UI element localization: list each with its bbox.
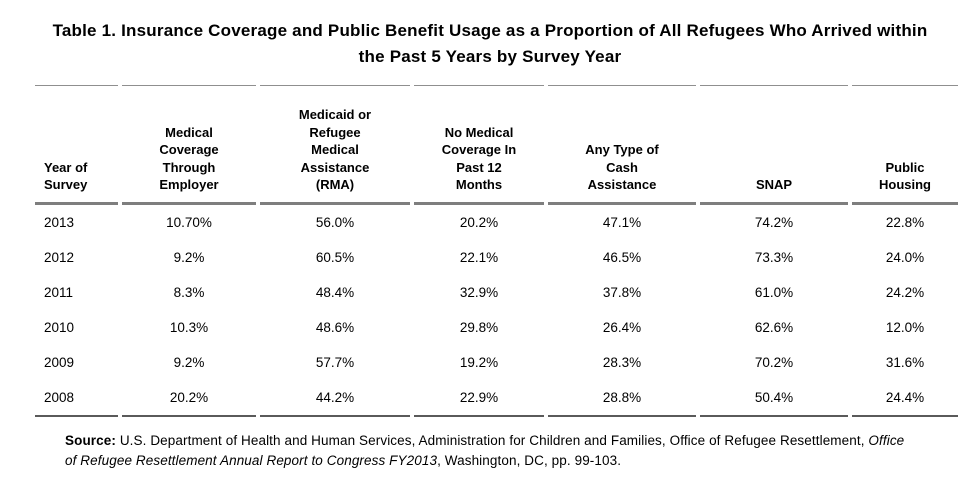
table-cell: 22.8% <box>885 215 925 230</box>
header-label: Year of Survey <box>44 159 88 193</box>
table-cell: 24.0% <box>885 250 925 265</box>
table-row: 2010 10.3% 48.6% 29.8% 26.4% 62.6% 12.0% <box>35 310 958 345</box>
table-cell: 29.8% <box>459 320 499 335</box>
table-cell: 47.1% <box>602 215 642 230</box>
table-cell: 9.2% <box>173 250 205 265</box>
table-cell: 73.3% <box>754 250 794 265</box>
header-label: Medicaid or Refugee Medical Assistance (… <box>298 107 372 193</box>
table-cell: 74.2% <box>754 215 794 230</box>
header-cell-public-housing: Public Housing <box>852 85 958 205</box>
table-title: Table 1. Insurance Coverage and Public B… <box>52 21 928 66</box>
table-cell: 48.6% <box>315 320 355 335</box>
table-cell: 44.2% <box>260 380 410 417</box>
table-cell: 9.2% <box>173 355 205 370</box>
cell-year: 2013 <box>44 215 75 230</box>
table-row: 2012 9.2% 60.5% 22.1% 46.5% 73.3% 24.0% <box>35 240 958 275</box>
table-row: 2009 9.2% 57.7% 19.2% 28.3% 70.2% 31.6% <box>35 345 958 380</box>
source-label: Source: <box>65 433 116 448</box>
table-cell: 60.5% <box>315 250 355 265</box>
table-cell: 22.1% <box>459 250 499 265</box>
source-note: Source: U.S. Department of Health and Hu… <box>65 431 918 472</box>
header-label: Any Type of Cash Assistance <box>585 142 659 193</box>
table-cell: 10.3% <box>169 320 209 335</box>
data-table: Year of Survey Medical Coverage Through … <box>31 85 962 417</box>
document-page: Table 1. Insurance Coverage and Public B… <box>0 18 980 482</box>
source-text-before-italic: U.S. Department of Health and Human Serv… <box>115 433 869 448</box>
table-cell: 12.0% <box>885 320 925 335</box>
table-row: 2008 20.2% 44.2% 22.9% 28.8% 50.4% 24.4% <box>35 380 958 417</box>
table-row: 2013 10.70% 56.0% 20.2% 47.1% 74.2% 22.8… <box>35 205 958 240</box>
source-text-after-italic: , Washington, DC, pp. 99-103. <box>437 453 622 469</box>
table-cell: 37.8% <box>602 285 642 300</box>
header-label: Public Housing <box>879 159 931 193</box>
header-label: SNAP <box>755 177 793 193</box>
table-cell: 22.9% <box>414 380 544 417</box>
table-cell: 62.6% <box>754 320 794 335</box>
header-cell-year-of-survey: Year of Survey <box>35 85 118 205</box>
table-cell: 10.70% <box>166 215 212 230</box>
header-cell-cash-assistance: Any Type of Cash Assistance <box>548 85 696 205</box>
table-cell: 70.2% <box>754 355 794 370</box>
table-cell: 19.2% <box>459 355 499 370</box>
source-report-title: Office of Refugee Resettlement Annual Re… <box>65 433 905 469</box>
table-cell: 48.4% <box>315 285 355 300</box>
table-cell: 8.3% <box>173 285 205 300</box>
table-cell: 20.2% <box>122 380 256 417</box>
header-label: No Medical Coverage In Past 12 Months <box>441 124 517 193</box>
cell-year: 2010 <box>44 320 75 335</box>
table-cell: 50.4% <box>700 380 848 417</box>
header-cell-snap: SNAP <box>700 85 848 205</box>
header-cell-medical-coverage-employer: Medical Coverage Through Employer <box>122 85 256 205</box>
header-cell-no-medical-coverage: No Medical Coverage In Past 12 Months <box>414 85 544 205</box>
cell-year: 2012 <box>44 250 75 265</box>
cell-year: 2008 <box>35 380 118 417</box>
cell-year: 2009 <box>44 355 75 370</box>
header-cell-medicaid-rma: Medicaid or Refugee Medical Assistance (… <box>260 85 410 205</box>
table-cell: 24.4% <box>852 380 958 417</box>
table-cell: 32.9% <box>459 285 499 300</box>
cell-year: 2011 <box>44 285 74 300</box>
header-label: Medical Coverage Through Employer <box>159 124 219 193</box>
table-cell: 61.0% <box>754 285 794 300</box>
table-cell: 56.0% <box>315 215 355 230</box>
table-cell: 26.4% <box>602 320 642 335</box>
table-cell: 57.7% <box>315 355 355 370</box>
header-row: Year of Survey Medical Coverage Through … <box>35 85 958 205</box>
table-cell: 31.6% <box>885 355 925 370</box>
table-cell: 28.3% <box>602 355 642 370</box>
table-cell: 28.8% <box>548 380 696 417</box>
table-cell: 24.2% <box>885 285 925 300</box>
table-cell: 20.2% <box>459 215 499 230</box>
table-row: 2011 8.3% 48.4% 32.9% 37.8% 61.0% 24.2% <box>35 275 958 310</box>
table-cell: 46.5% <box>602 250 642 265</box>
